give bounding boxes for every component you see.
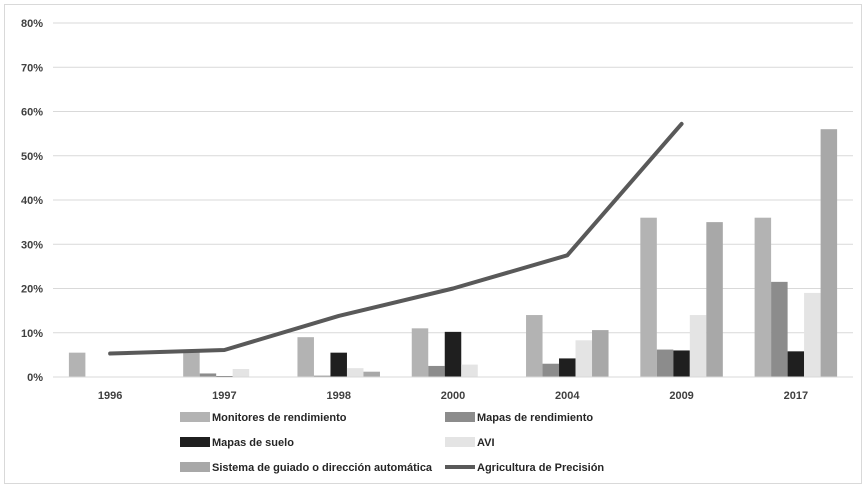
legend-swatch [180, 462, 210, 472]
x-tick-label: 2009 [669, 390, 693, 402]
y-tick-label: 30% [21, 239, 43, 251]
bar [199, 373, 217, 377]
bar [330, 352, 347, 377]
legend-label: AVI [477, 437, 495, 449]
bar-series [68, 129, 838, 377]
bar [787, 351, 805, 377]
line-series-path [108, 121, 684, 356]
bar [673, 350, 690, 377]
bar [575, 340, 593, 377]
chart-canvas: 0% 10% 20% 30% 40% 50% 60% 70% 80% 1996 1997 1998 2… [21, 18, 853, 474]
x-axis-ticks: 1996 1997 1998 2000 2004 2009 2017 [98, 390, 808, 402]
bar [542, 363, 560, 377]
bar [771, 281, 788, 377]
bar [444, 331, 462, 377]
bar [656, 349, 674, 377]
y-tick-label: 20% [21, 284, 43, 296]
bar [592, 330, 609, 377]
bar [461, 364, 478, 377]
bar [411, 328, 429, 377]
bar [820, 129, 838, 377]
bar [428, 365, 445, 377]
legend-label: Mapas de suelo [212, 437, 294, 449]
bar [313, 375, 331, 377]
bar [559, 358, 576, 377]
bar [68, 352, 86, 377]
y-tick-label: 80% [21, 18, 43, 30]
bar [232, 369, 250, 377]
bar [363, 371, 380, 377]
bar [346, 368, 364, 377]
x-tick-label: 2004 [555, 390, 580, 402]
x-tick-label: 1996 [98, 390, 122, 402]
legend-label: Agricultura de Precisión [477, 462, 604, 474]
legend-swatch [445, 412, 475, 422]
bar [297, 337, 314, 377]
line-series [108, 121, 684, 356]
chart-frame: 0% 10% 20% 30% 40% 50% 60% 70% 80% 1996 1997 1998 2… [4, 4, 862, 484]
bar [689, 315, 707, 377]
bar [754, 217, 772, 377]
legend-swatch [180, 437, 210, 447]
y-tick-label: 40% [21, 195, 43, 207]
x-tick-label: 2000 [441, 390, 465, 402]
legend-label: Mapas de rendimiento [477, 412, 593, 424]
legend-swatch [445, 437, 475, 447]
y-tick-label: 70% [21, 62, 43, 74]
legend: Monitores de rendimiento Mapas de rendimi… [180, 412, 604, 474]
bar [526, 315, 543, 377]
x-tick-label: 1998 [326, 390, 350, 402]
bar [183, 351, 200, 377]
legend-swatch [180, 412, 210, 422]
y-tick-label: 60% [21, 107, 43, 119]
legend-label: Sistema de guiado o dirección automática [212, 462, 433, 474]
y-tick-label: 50% [21, 151, 43, 163]
bar [640, 217, 657, 377]
y-tick-label: 10% [21, 328, 43, 340]
x-tick-label: 2017 [784, 390, 808, 402]
bar [706, 222, 723, 377]
y-tick-label: 0% [27, 372, 43, 384]
bar [804, 292, 821, 377]
x-tick-label: 1997 [212, 390, 236, 402]
legend-label: Monitores de rendimiento [212, 412, 347, 424]
grid-lines [53, 22, 853, 334]
y-axis-ticks: 0% 10% 20% 30% 40% 50% 60% 70% 80% [21, 18, 43, 384]
